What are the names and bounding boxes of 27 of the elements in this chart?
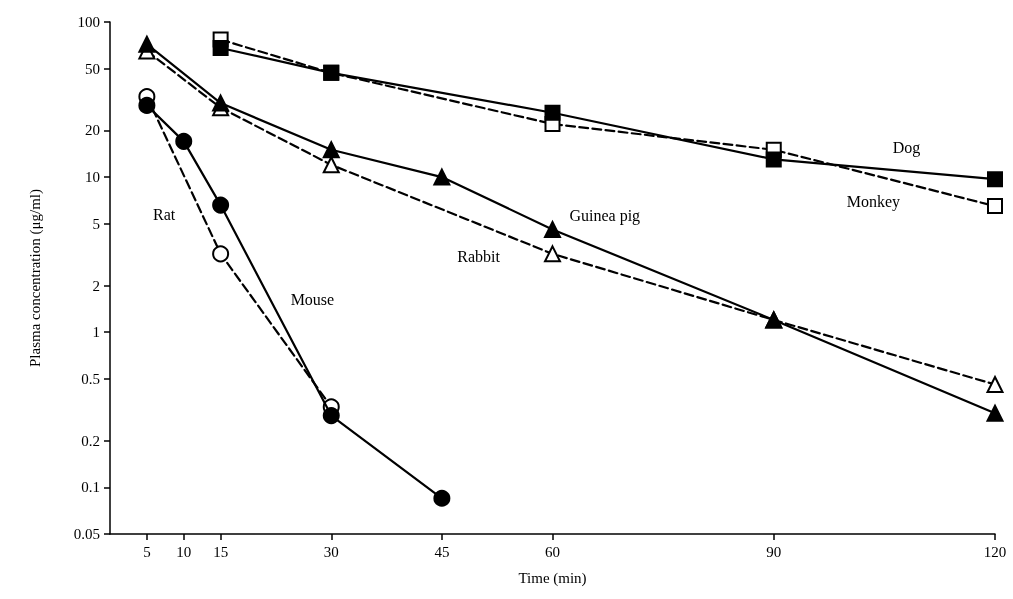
- y-axis-title: Plasma concentration (μg/ml): [26, 189, 44, 367]
- x-tick-label: 15: [213, 543, 229, 560]
- y-tick-label: 0.1: [81, 479, 100, 496]
- series-label: Mouse: [290, 291, 335, 309]
- y-tick-label: 2: [92, 277, 100, 294]
- y-tick-label: 0.5: [81, 370, 100, 387]
- y-tick-label: 1: [92, 324, 100, 341]
- series-label: Dog: [892, 138, 921, 157]
- x-tick-label: 30: [323, 543, 339, 560]
- x-tick-label: 120: [983, 543, 1007, 560]
- series-label: Rat: [153, 206, 176, 224]
- x-axis-title: Time (min): [518, 569, 587, 587]
- y-tick-label: 5: [92, 215, 100, 232]
- y-tick-label: 0.05: [73, 526, 100, 542]
- x-tick-label: 5: [143, 543, 151, 560]
- x-tick-label: 90: [766, 543, 782, 560]
- y-tick-label: 50: [85, 60, 100, 77]
- y-tick-label: 100: [77, 14, 100, 30]
- y-tick-label: 10: [85, 169, 100, 186]
- series-label: Rabbit: [457, 248, 501, 266]
- y-tick-label: 20: [85, 122, 100, 139]
- series-label: Monkey: [846, 192, 900, 211]
- x-tick-label: 60: [545, 543, 560, 560]
- x-tick-label: 10: [176, 543, 192, 560]
- series-label: Guinea pig: [569, 207, 641, 226]
- x-tick-label: 45: [434, 543, 450, 560]
- y-tick-label: 0.2: [81, 432, 100, 449]
